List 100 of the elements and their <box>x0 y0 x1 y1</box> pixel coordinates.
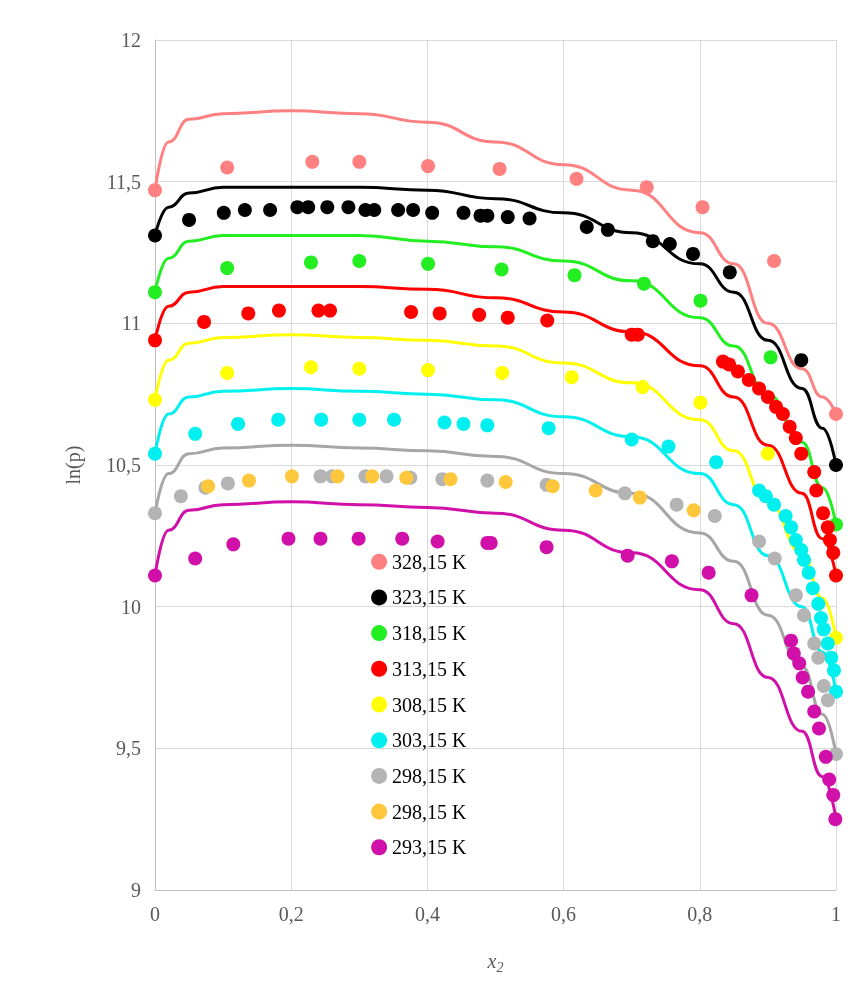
point <box>767 551 782 566</box>
point <box>303 360 318 375</box>
point <box>567 268 582 283</box>
point <box>220 160 235 175</box>
point <box>820 693 835 708</box>
point <box>816 622 831 637</box>
point <box>301 200 316 215</box>
point <box>805 581 820 596</box>
point <box>480 473 495 488</box>
point <box>788 533 803 548</box>
point <box>829 458 843 472</box>
legend-label: 328,15 K <box>392 550 468 573</box>
point <box>661 439 676 454</box>
point <box>352 154 367 169</box>
point <box>829 684 843 699</box>
point <box>220 261 235 276</box>
point <box>148 285 162 300</box>
point <box>303 255 318 270</box>
point <box>784 633 799 648</box>
point <box>492 161 507 176</box>
point <box>620 548 635 563</box>
point <box>686 246 700 261</box>
point <box>188 551 203 566</box>
point <box>281 531 296 546</box>
point <box>763 350 778 365</box>
point <box>432 306 447 321</box>
point <box>271 412 286 427</box>
point <box>811 721 826 736</box>
point <box>220 476 235 491</box>
point <box>148 506 162 521</box>
point <box>148 568 162 583</box>
point <box>788 588 803 603</box>
point <box>693 293 708 308</box>
point <box>365 469 380 484</box>
point <box>635 380 650 395</box>
legend-label: 298,15 K <box>392 800 468 823</box>
point <box>406 203 421 217</box>
point <box>797 608 811 623</box>
point <box>636 276 651 291</box>
x-tick-label: 0,4 <box>414 903 440 925</box>
legend-label: 313,15 K <box>392 657 468 680</box>
point <box>669 497 684 512</box>
point <box>569 171 584 186</box>
point <box>284 469 299 484</box>
point <box>788 431 803 446</box>
point <box>645 234 660 249</box>
point <box>826 788 841 803</box>
point <box>379 469 394 484</box>
point <box>807 636 822 651</box>
point <box>182 212 197 227</box>
y-tick-label: 11 <box>121 312 141 335</box>
point <box>801 565 816 580</box>
point <box>767 254 782 268</box>
point <box>226 537 241 552</box>
point <box>701 565 716 580</box>
point <box>352 254 367 268</box>
point <box>760 390 775 404</box>
point <box>782 419 797 434</box>
point <box>443 472 458 487</box>
point <box>775 407 790 421</box>
point <box>148 228 162 243</box>
point <box>320 200 335 215</box>
point <box>639 180 654 195</box>
point <box>797 552 811 567</box>
point <box>795 670 810 685</box>
point <box>826 663 841 678</box>
point <box>263 203 278 217</box>
point <box>305 154 320 169</box>
point <box>494 262 509 277</box>
point <box>752 381 767 396</box>
point <box>816 506 831 521</box>
point <box>617 486 632 501</box>
point <box>744 588 759 603</box>
point <box>148 333 162 348</box>
point <box>730 364 745 379</box>
point <box>752 534 767 549</box>
point <box>421 256 436 271</box>
point <box>807 704 822 719</box>
point <box>820 636 835 651</box>
point <box>351 531 366 546</box>
y-tick-label: 12 <box>121 29 141 51</box>
y-tick-label: 11,5 <box>106 170 141 193</box>
point <box>395 531 410 546</box>
point <box>522 211 537 226</box>
legend-label: 308,15 K <box>392 693 468 716</box>
point <box>421 159 436 174</box>
point <box>822 533 837 548</box>
point <box>237 203 252 217</box>
point <box>664 554 679 569</box>
point <box>693 395 708 410</box>
point <box>241 473 256 488</box>
point <box>197 314 212 329</box>
point <box>811 650 826 665</box>
legend-label: 303,15 K <box>392 729 468 752</box>
y-axis-title: ln(p) <box>62 445 85 485</box>
point <box>828 812 843 827</box>
point <box>399 470 414 485</box>
point <box>541 421 556 436</box>
point <box>313 469 328 484</box>
point <box>588 483 603 498</box>
